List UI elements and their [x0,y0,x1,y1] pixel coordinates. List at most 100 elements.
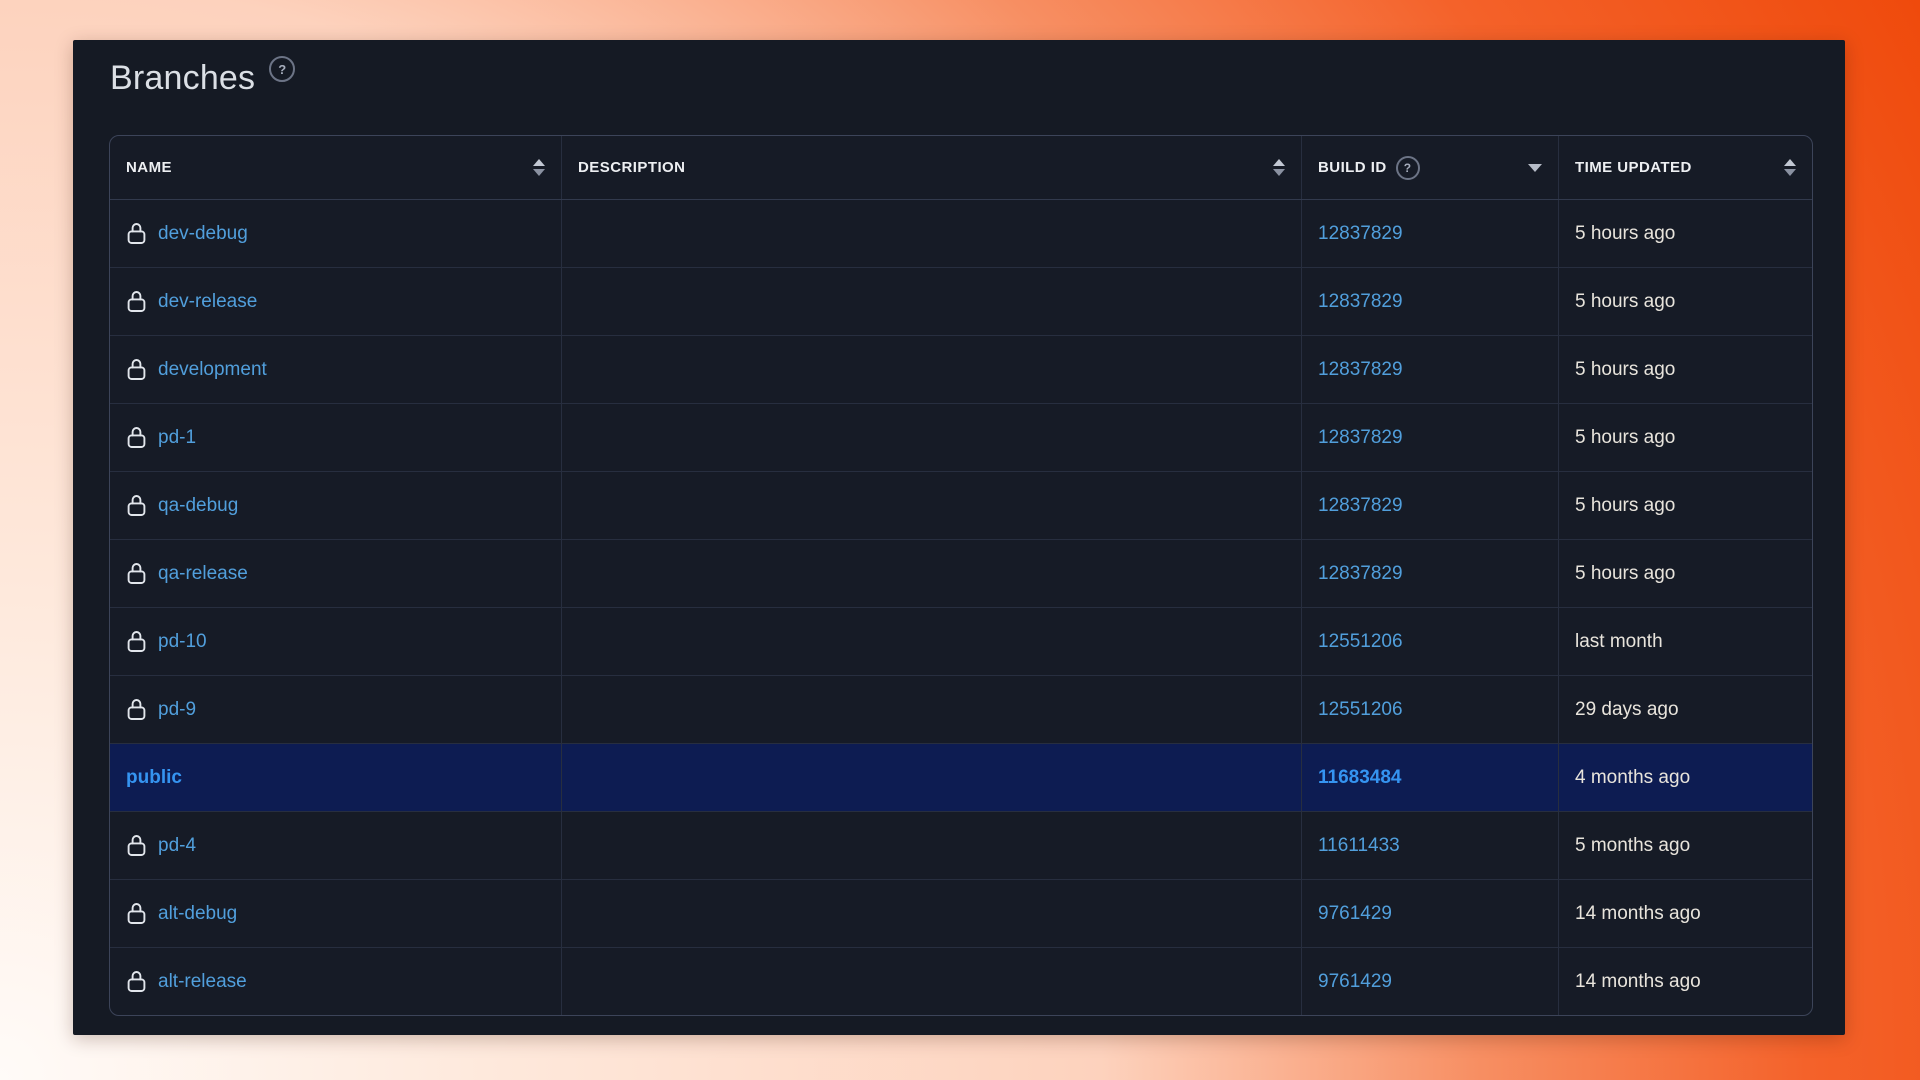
branch-description-cell [562,268,1302,335]
branch-name-cell: alt-release [110,948,562,1015]
build-id-cell: 12837829 [1302,540,1559,607]
sort-icon[interactable] [1774,159,1796,176]
branches-table: NAME DESCRIPTION BUILD ID ? TIME UPDATED [109,135,1813,1016]
branch-name-link[interactable]: pd-10 [158,630,207,652]
branch-row: dev-debug 12837829 5 hours ago [110,200,1812,268]
branch-name-link[interactable]: qa-debug [158,494,239,516]
time-updated-text: 5 hours ago [1575,358,1676,380]
branch-row: qa-release 12837829 5 hours ago [110,540,1812,608]
branch-row: dev-release 12837829 5 hours ago [110,268,1812,336]
branch-description-cell [562,200,1302,267]
time-updated-cell: 5 hours ago [1559,540,1812,607]
time-updated-cell: 29 days ago [1559,676,1812,743]
column-header-build-id[interactable]: BUILD ID ? [1302,136,1559,199]
lock-icon [126,290,147,313]
lock-icon [126,834,147,857]
table-header-row: NAME DESCRIPTION BUILD ID ? TIME UPDATED [110,136,1812,200]
branch-name-cell: public [110,744,562,811]
branches-panel: Branches ? NAME DESCRIPTION BUILD ID ? T… [73,40,1845,1035]
build-id-cell: 11683484 [1302,744,1559,811]
build-id-link[interactable]: 12837829 [1318,426,1403,448]
time-updated-cell: 5 hours ago [1559,404,1812,471]
branch-name-cell: development [110,336,562,403]
branch-name-link[interactable]: public [126,766,182,788]
build-id-cell: 12837829 [1302,404,1559,471]
build-id-link[interactable]: 12837829 [1318,290,1403,312]
branch-name-link[interactable]: dev-release [158,290,258,312]
branch-description-cell [562,540,1302,607]
build-id-link[interactable]: 9761429 [1318,970,1392,992]
column-header-description[interactable]: DESCRIPTION [562,136,1302,199]
lock-icon [126,222,147,245]
branch-name-link[interactable]: dev-debug [158,222,248,244]
build-id-link[interactable]: 11611433 [1318,834,1400,856]
branch-name-cell: pd-4 [110,812,562,879]
build-id-link[interactable]: 12837829 [1318,358,1403,380]
branches-help-icon[interactable]: ? [269,56,296,82]
branch-name-cell: pd-10 [110,608,562,675]
branch-description-cell [562,336,1302,403]
build-id-link[interactable]: 9761429 [1318,902,1392,924]
branch-name-link[interactable]: alt-debug [158,902,238,924]
branch-row: pd-10 12551206 last month [110,608,1812,676]
time-updated-cell: 14 months ago [1559,880,1812,947]
build-id-link[interactable]: 12837829 [1318,494,1403,516]
branch-name-cell: dev-release [110,268,562,335]
branch-description-cell [562,404,1302,471]
branch-name-link[interactable]: pd-1 [158,426,197,448]
time-updated-text: 5 hours ago [1575,290,1676,312]
branch-name-cell: dev-debug [110,200,562,267]
time-updated-cell: 14 months ago [1559,948,1812,1015]
branch-description-cell [562,948,1302,1015]
sort-icon[interactable] [523,159,545,176]
build-id-cell: 9761429 [1302,880,1559,947]
build-id-link[interactable]: 12837829 [1318,562,1403,584]
branch-name-link[interactable]: development [158,358,267,380]
lock-icon [126,630,147,653]
branch-name-link[interactable]: qa-release [158,562,248,584]
branch-description-cell [562,880,1302,947]
lock-icon [126,902,147,925]
time-updated-text: 5 hours ago [1575,562,1676,584]
branch-name-cell: qa-debug [110,472,562,539]
sort-icon[interactable] [1263,159,1285,176]
time-updated-cell: 5 hours ago [1559,200,1812,267]
branch-name-cell: pd-1 [110,404,562,471]
build-id-cell: 12837829 [1302,472,1559,539]
branch-name-link[interactable]: alt-release [158,970,247,992]
build-id-cell: 11611433 [1302,812,1559,879]
lock-icon [126,562,147,585]
lock-icon [126,698,147,721]
build-id-cell: 12551206 [1302,676,1559,743]
branch-description-cell [562,472,1302,539]
branch-description-cell [562,676,1302,743]
build-id-link[interactable]: 12551206 [1318,630,1403,652]
column-header-name-label: NAME [126,159,172,176]
branch-row: qa-debug 12837829 5 hours ago [110,472,1812,540]
lock-icon [126,494,147,517]
column-header-time-updated[interactable]: TIME UPDATED [1559,136,1812,199]
build-id-link[interactable]: 12837829 [1318,222,1403,244]
time-updated-text: 5 hours ago [1575,426,1676,448]
column-header-name[interactable]: NAME [110,136,562,199]
column-header-time-updated-label: TIME UPDATED [1575,159,1692,176]
branch-name-cell: pd-9 [110,676,562,743]
build-id-cell: 12837829 [1302,200,1559,267]
build-id-cell: 12551206 [1302,608,1559,675]
build-id-link[interactable]: 11683484 [1318,766,1402,788]
sort-descending-icon[interactable] [1528,163,1542,172]
time-updated-text: 4 months ago [1575,766,1691,788]
branch-description-cell [562,608,1302,675]
column-header-description-label: DESCRIPTION [578,159,686,176]
lock-icon [126,970,147,993]
build-id-link[interactable]: 12551206 [1318,698,1403,720]
branch-name-link[interactable]: pd-4 [158,834,197,856]
build-id-cell: 12837829 [1302,268,1559,335]
build-id-cell: 9761429 [1302,948,1559,1015]
lock-icon [126,426,147,449]
build-id-help-icon[interactable]: ? [1395,155,1420,180]
page-title: Branches [110,59,256,97]
branch-name-link[interactable]: pd-9 [158,698,197,720]
table-body: dev-debug 12837829 5 hours ago dev-relea… [110,200,1812,1015]
branch-row: alt-release 9761429 14 months ago [110,948,1812,1015]
